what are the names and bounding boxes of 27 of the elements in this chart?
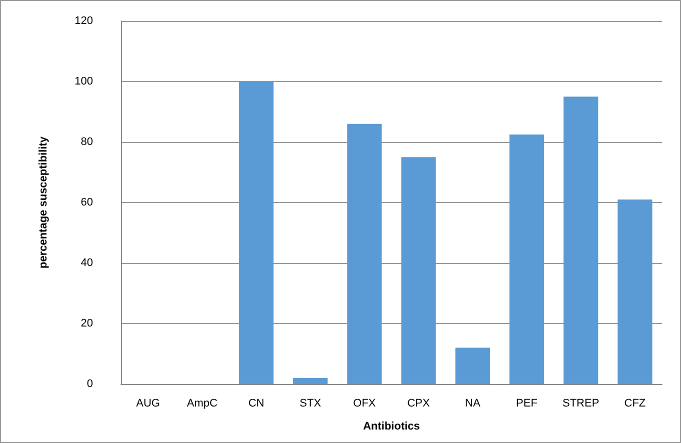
bar	[238, 82, 274, 384]
x-tick-label: PEF	[516, 398, 538, 410]
x-tick-label: AmpC	[186, 398, 218, 410]
bar	[455, 348, 490, 384]
x-tick-label: STREP	[562, 398, 600, 410]
y-axis-title: percentage susceptibility	[38, 136, 50, 269]
x-axis-title: Antibiotics	[363, 420, 420, 432]
y-tick-label: 80	[80, 136, 93, 148]
bar	[509, 134, 544, 384]
y-tick-label: 20	[80, 318, 93, 330]
x-tick-label: CPX	[407, 398, 431, 410]
y-tick-label: 40	[80, 257, 93, 269]
x-tick-label: CFZ	[624, 398, 646, 410]
bar	[293, 378, 328, 384]
bar	[347, 124, 382, 384]
y-tick-label: 100	[74, 76, 93, 88]
y-tick-label: 0	[86, 378, 93, 390]
bar	[618, 199, 652, 384]
y-tick-label: 120	[74, 15, 93, 27]
x-tick-label: AUG	[136, 398, 160, 410]
x-tick-label: OFX	[353, 398, 376, 410]
x-tick-label: CN	[248, 398, 264, 410]
bar	[564, 96, 598, 384]
y-tick-label: 60	[80, 196, 93, 208]
x-tick-label: STX	[300, 398, 322, 410]
bar	[401, 157, 436, 384]
x-tick-label: NA	[465, 398, 481, 410]
